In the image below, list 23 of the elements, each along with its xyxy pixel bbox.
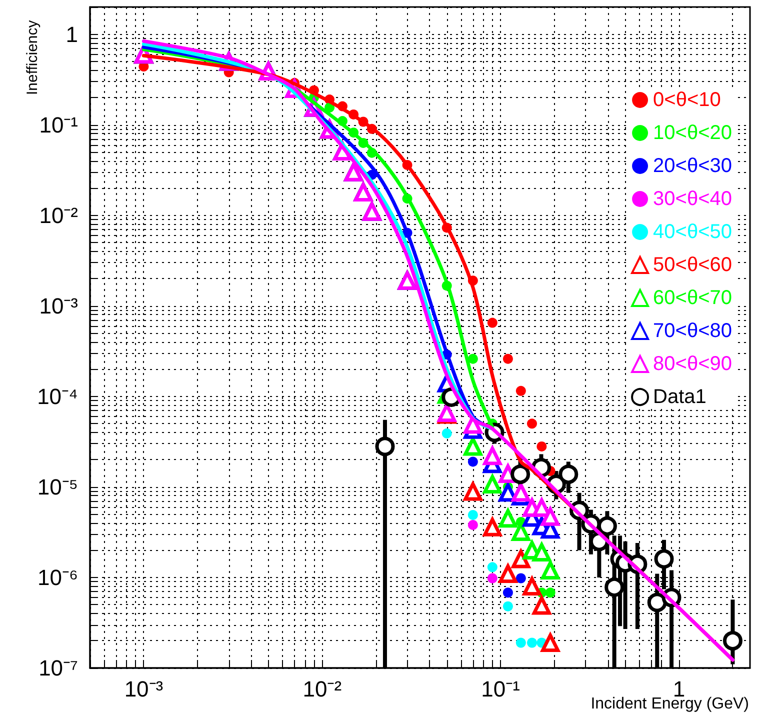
legend-label: 40<θ<50 [653,221,732,243]
legend-label: 10<θ<20 [653,122,732,144]
y-tick-label: 10⁻⁴ [37,384,78,409]
legend-label: 50<θ<60 [653,254,732,276]
x-tick-label: 10⁻³ [124,676,164,702]
y-tick-label: 1 [66,22,78,47]
x-tick-label: 10⁻² [302,676,342,702]
x-axis-title: Incident Energy (GeV) [590,696,749,712]
legend-label: 20<θ<30 [653,155,732,177]
legend-label: Data1 [653,386,706,408]
x-tick-label: 10⁻¹ [481,676,520,702]
y-tick-label: 10⁻³ [39,293,78,318]
legend-label: 30<θ<40 [653,188,732,210]
y-tick-label: 10⁻² [39,202,78,228]
legend-label: 80<θ<90 [653,353,732,375]
y-tick-label: 10⁻⁶ [37,564,78,590]
legend-label: 0<θ<10 [653,89,721,111]
legend-label: 70<θ<80 [653,320,732,342]
y-axis-title: Inefficiency [24,20,41,95]
y-tick-label: 10⁻⁵ [37,474,78,500]
y-tick-label: 10⁻⁷ [38,656,78,680]
y-tick-label: 10⁻¹ [39,112,78,138]
legend-label: 60<θ<70 [653,287,732,309]
